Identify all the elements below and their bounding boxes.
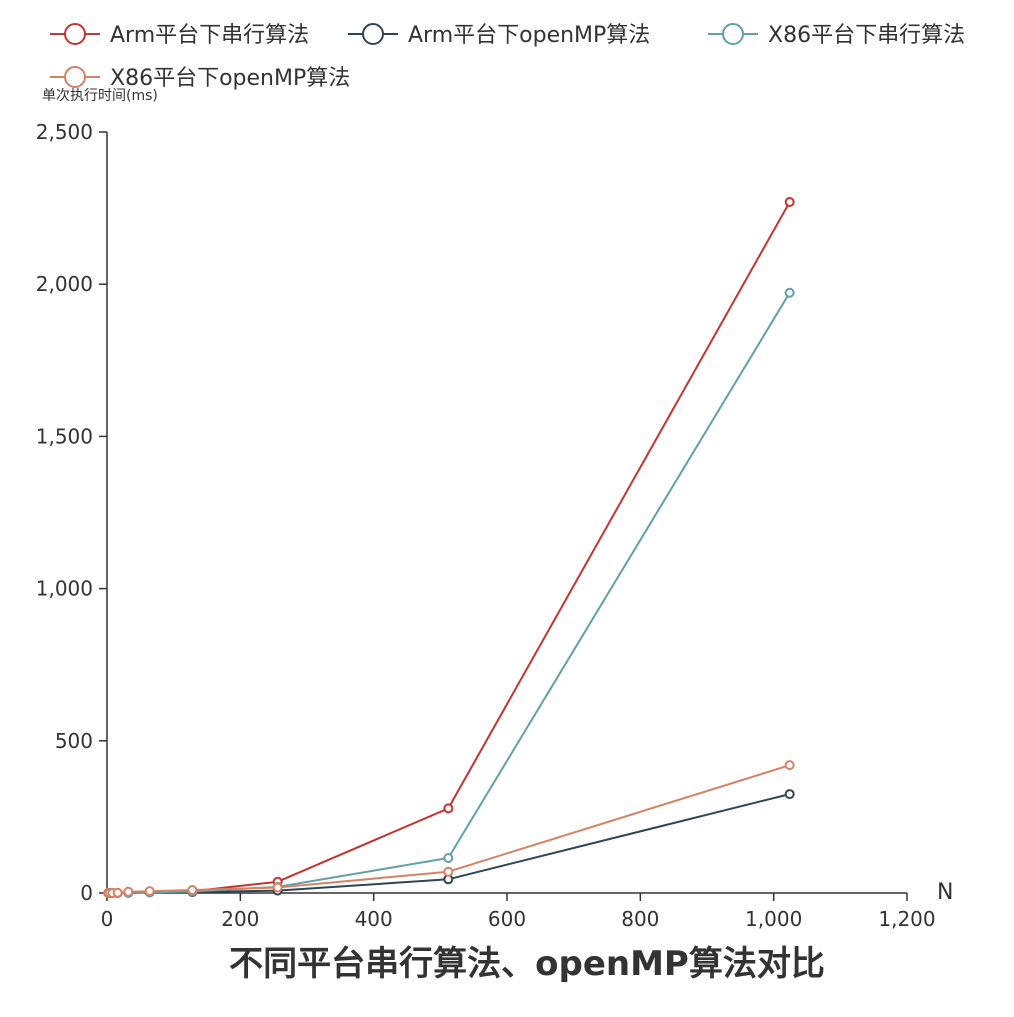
legend-circle-icon bbox=[64, 23, 86, 45]
data-point[interactable] bbox=[187, 884, 198, 895]
legend[interactable]: Arm平台下串行算法 Arm平台下openMP算法 X86平台下串行算法 X86平台下… bbox=[50, 23, 965, 91]
y-tick-label: 0 bbox=[80, 881, 93, 905]
data-point[interactable] bbox=[443, 866, 454, 877]
data-point[interactable] bbox=[443, 852, 454, 863]
legend-circle-icon bbox=[362, 23, 384, 45]
x-tick-label: 400 bbox=[355, 907, 393, 931]
data-point[interactable] bbox=[784, 760, 795, 771]
data-point[interactable] bbox=[784, 287, 795, 298]
series-4 bbox=[103, 760, 795, 898]
y-tick-label: 1,000 bbox=[36, 577, 93, 601]
data-point[interactable] bbox=[784, 789, 795, 800]
legend-label: Arm平台下串行算法 bbox=[110, 23, 309, 48]
x-tick-label: 800 bbox=[621, 907, 659, 931]
x-tick-label: 600 bbox=[488, 907, 526, 931]
series-layer bbox=[103, 197, 795, 898]
legend-label: X86平台下openMP算法 bbox=[110, 66, 350, 91]
series-line bbox=[108, 201, 791, 894]
legend-item[interactable]: X86平台下串行算法 bbox=[708, 23, 965, 48]
x-tick-label: 200 bbox=[221, 907, 259, 931]
data-point[interactable] bbox=[272, 882, 283, 893]
y-axis-label: 单次执行时间(ms) bbox=[42, 88, 158, 104]
series-1 bbox=[103, 197, 795, 898]
legend-label: Arm平台下openMP算法 bbox=[408, 23, 650, 48]
legend-label: X86平台下串行算法 bbox=[768, 23, 965, 48]
chart-title: 不同平台串行算法、openMP算法对比 bbox=[229, 944, 825, 984]
legend-circle-icon bbox=[722, 23, 744, 45]
legend-item[interactable]: Arm平台下openMP算法 bbox=[348, 23, 650, 48]
y-tick-label: 500 bbox=[55, 729, 93, 753]
data-point[interactable] bbox=[784, 197, 795, 208]
axes: 0 500 1,000 1,500 2,000 2,500 0 200 400 600 800 1,0… bbox=[36, 120, 936, 931]
x-tick-label: 0 bbox=[101, 907, 114, 931]
x-tick-label: 1,200 bbox=[878, 907, 935, 931]
data-point[interactable] bbox=[443, 803, 454, 814]
y-tick-label: 2,000 bbox=[36, 272, 93, 296]
x-axis-label: N bbox=[937, 880, 953, 905]
legend-item[interactable]: Arm平台下串行算法 bbox=[50, 23, 309, 48]
y-tick-label: 2,500 bbox=[36, 120, 93, 144]
y-tick-label: 1,500 bbox=[36, 424, 93, 448]
data-point[interactable] bbox=[144, 886, 155, 897]
data-point[interactable] bbox=[112, 887, 123, 898]
legend-item[interactable]: X86平台下openMP算法 bbox=[50, 66, 350, 91]
x-tick-label: 1,000 bbox=[745, 907, 802, 931]
legend-circle-icon bbox=[64, 66, 86, 88]
data-point[interactable] bbox=[123, 886, 134, 897]
